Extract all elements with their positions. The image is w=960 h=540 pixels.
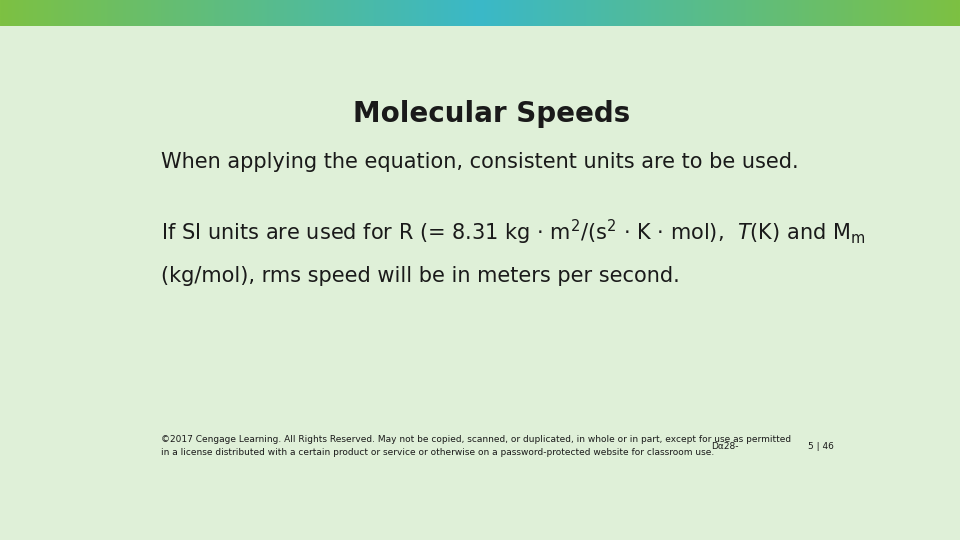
- Text: If SI units are used for R (= 8.31 kg $\cdot$ m$^2$/(s$^2$ $\cdot$ K $\cdot$ mol: If SI units are used for R (= 8.31 kg $\…: [161, 218, 865, 247]
- Text: When applying the equation, consistent units are to be used.: When applying the equation, consistent u…: [161, 152, 799, 172]
- Text: (kg/mol), rms speed will be in meters per second.: (kg/mol), rms speed will be in meters pe…: [161, 266, 680, 286]
- Text: Dα28-: Dα28-: [711, 442, 739, 450]
- Text: ©2017 Cengage Learning. All Rights Reserved. May not be copied, scanned, or dupl: ©2017 Cengage Learning. All Rights Reser…: [161, 435, 791, 457]
- Text: 5 | 46: 5 | 46: [808, 442, 834, 450]
- Text: Molecular Speeds: Molecular Speeds: [353, 100, 631, 128]
